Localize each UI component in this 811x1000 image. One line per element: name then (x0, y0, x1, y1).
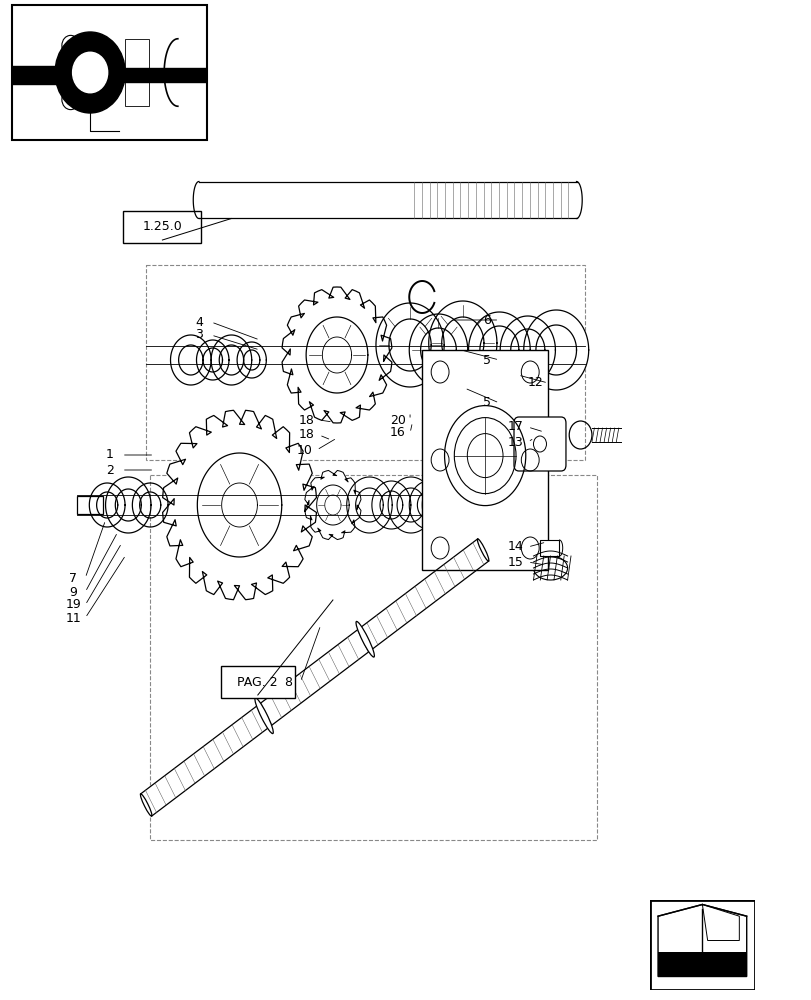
Bar (77, 496, 103, 514)
Ellipse shape (477, 539, 488, 561)
Polygon shape (375, 303, 444, 387)
Polygon shape (346, 477, 392, 533)
Text: 5: 5 (483, 354, 491, 366)
Text: 2: 2 (105, 464, 114, 477)
Text: 14: 14 (507, 540, 523, 554)
Polygon shape (197, 453, 281, 557)
Ellipse shape (355, 621, 374, 657)
Text: 10: 10 (296, 444, 312, 456)
Polygon shape (322, 337, 351, 373)
Text: 1.25.0: 1.25.0 (143, 221, 182, 233)
Text: 15: 15 (507, 556, 523, 568)
Text: 20: 20 (389, 414, 406, 426)
FancyBboxPatch shape (123, 211, 201, 243)
Text: 19: 19 (65, 598, 81, 611)
Polygon shape (500, 316, 555, 384)
Circle shape (72, 52, 108, 93)
Text: 11: 11 (65, 611, 81, 624)
Text: 9: 9 (69, 585, 77, 598)
Polygon shape (140, 539, 488, 816)
Polygon shape (657, 904, 746, 976)
Text: 12: 12 (527, 376, 543, 389)
Bar (8, 66, 71, 84)
Text: 16: 16 (389, 426, 406, 440)
Polygon shape (428, 301, 496, 385)
Polygon shape (304, 470, 361, 540)
Text: 6: 6 (483, 314, 491, 326)
Polygon shape (523, 310, 588, 390)
Circle shape (55, 32, 125, 113)
Bar (199, 181, 576, 218)
Text: 1: 1 (105, 448, 114, 462)
Text: 13: 13 (507, 436, 523, 448)
Text: 4: 4 (195, 316, 203, 328)
Polygon shape (221, 483, 257, 527)
Bar (539, 540, 559, 556)
Text: 18: 18 (298, 414, 315, 426)
Text: 17: 17 (507, 420, 523, 434)
Text: 18: 18 (298, 428, 315, 442)
Polygon shape (468, 312, 530, 388)
Polygon shape (388, 477, 433, 533)
Text: PAG. 2: PAG. 2 (237, 676, 278, 688)
Polygon shape (657, 952, 746, 976)
Ellipse shape (140, 794, 152, 816)
Polygon shape (324, 495, 341, 515)
Bar (125, 39, 148, 106)
Polygon shape (422, 475, 470, 535)
Text: 8: 8 (284, 676, 292, 688)
Polygon shape (409, 481, 448, 529)
FancyBboxPatch shape (221, 666, 294, 698)
Polygon shape (371, 481, 410, 529)
Polygon shape (306, 317, 367, 393)
Text: 3: 3 (195, 328, 203, 342)
Polygon shape (162, 410, 316, 600)
Ellipse shape (255, 698, 273, 734)
Polygon shape (702, 904, 739, 940)
Bar (119, 68, 207, 82)
FancyBboxPatch shape (513, 417, 565, 471)
Polygon shape (316, 485, 349, 525)
Ellipse shape (533, 556, 567, 580)
Bar (422, 350, 547, 570)
Polygon shape (409, 314, 467, 386)
Text: 7: 7 (69, 572, 77, 584)
Polygon shape (281, 287, 392, 423)
Text: 5: 5 (483, 396, 491, 410)
